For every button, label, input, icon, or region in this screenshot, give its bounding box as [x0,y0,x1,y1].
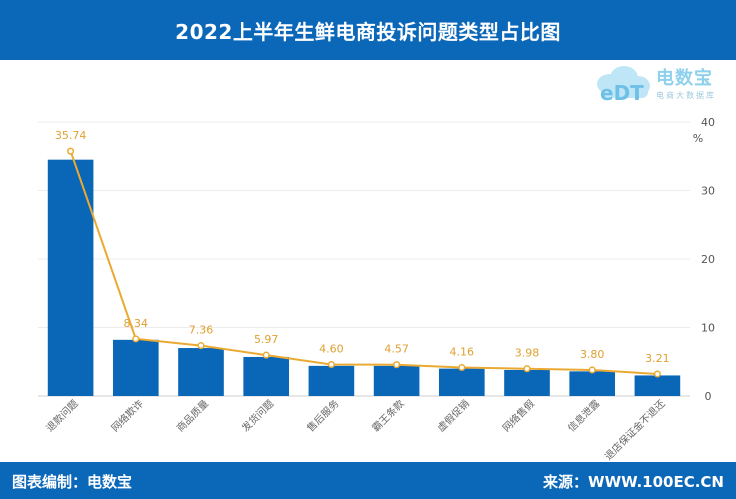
line-point [197,342,205,350]
data-label: 4.16 [450,346,475,359]
data-label: 5.97 [254,333,279,346]
footer-bar: 图表编制：电数宝 来源：WWW.100EC.CN [0,462,736,499]
line-point [262,351,270,359]
series-line [69,150,658,376]
data-label: 4.57 [384,343,409,356]
logo-tagline: 电商大数据库 [656,91,716,100]
x-tick-label: 退款问题 [43,397,80,434]
svg-text:eDT: eDT [600,81,644,105]
x-tick-label: 虚假促销 [434,397,471,434]
y-tick-label: 40 [701,116,715,129]
line-point [393,361,401,369]
bar [634,375,681,396]
x-tick-label: 售后服务 [304,397,341,434]
line-point [458,363,466,372]
data-label: 35.74 [55,129,87,142]
data-label: 3.80 [580,348,605,361]
bar [243,356,290,396]
bar [569,371,616,396]
y-unit-label: % [693,132,703,145]
line-point [588,366,596,374]
bar [373,365,420,396]
data-label: 4.60 [319,342,344,355]
line-point [523,365,531,373]
data-label: 7.36 [189,324,214,337]
y-tick-label: 0 [705,390,712,403]
data-label: 3.21 [645,352,670,365]
footer-source: 来源：WWW.100EC.CN [543,473,724,491]
x-tick-label: 退店保证金不退还 [602,397,668,463]
data-label: 3.98 [515,347,540,360]
y-tick-label: 20 [701,253,715,266]
line-point [132,335,140,343]
x-tick-label: 商品质量 [174,397,211,434]
cloud-edt-logo-icon: eDT [597,66,650,105]
line-point [653,370,661,378]
footer-compiler: 图表编制：电数宝 [12,473,133,491]
header-bar: 2022上半年生鲜电商投诉问题类型占比图 [0,0,736,60]
y-tick-label: 10 [701,322,715,335]
x-tick-label: 发货问题 [239,397,276,434]
bar [47,159,94,396]
brand-logo: eDT 电数宝 电商大数据库 [592,62,732,108]
data-label: 8.34 [124,317,149,330]
page-title: 2022上半年生鲜电商投诉问题类型占比图 [175,19,561,44]
bar [504,369,550,396]
x-tick-label: 网络售假 [500,397,537,434]
x-tick-label: 网络欺诈 [108,397,145,434]
y-tick-label: 30 [701,185,715,198]
logo-brand-name: 电数宝 [656,68,713,89]
x-tick-label: 霸王条款 [369,397,406,434]
line-point [67,147,75,155]
bar [438,368,485,396]
x-tick-label: 信息泄露 [565,397,602,434]
line-point [327,360,335,369]
bar [178,348,224,396]
bar [112,339,159,396]
bar [308,365,355,396]
